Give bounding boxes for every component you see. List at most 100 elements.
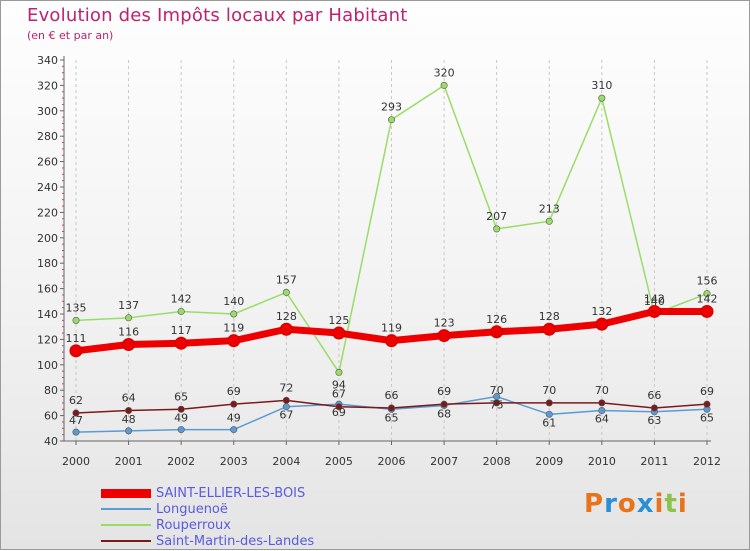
data-label-longuenoe: 48 xyxy=(122,413,136,426)
data-point-rouperroux xyxy=(598,94,606,102)
data-label-saint-martin-des-landes: 70 xyxy=(542,384,556,397)
logo-letter: o xyxy=(617,489,637,519)
data-point-saint-ellier-les-bois xyxy=(69,344,83,358)
data-point-saint-ellier-les-bois xyxy=(490,325,504,339)
data-point-saint-martin-des-landes xyxy=(387,404,395,412)
data-label-saint-ellier-les-bois: 111 xyxy=(66,332,87,345)
data-point-saint-martin-des-landes xyxy=(493,399,501,407)
data-label-rouperroux: 157 xyxy=(276,273,297,286)
x-tick-label: 2003 xyxy=(220,455,248,468)
logo-letter: P xyxy=(584,489,605,519)
data-label-longuenoe: 75 xyxy=(490,399,504,412)
y-tick-label: 100 xyxy=(37,359,58,372)
data-point-saint-ellier-les-bois xyxy=(542,322,556,336)
logo-letter: t xyxy=(664,489,678,519)
x-tick-label: 2001 xyxy=(115,455,143,468)
data-label-saint-ellier-les-bois: 123 xyxy=(434,317,455,330)
data-label-saint-ellier-les-bois: 117 xyxy=(171,324,192,337)
data-label-saint-ellier-les-bois: 142 xyxy=(697,292,718,305)
data-label-saint-martin-des-landes: 65 xyxy=(174,390,188,403)
data-point-longuenoe xyxy=(598,407,606,415)
legend-swatch xyxy=(101,524,151,526)
data-label-saint-martin-des-landes: 67 xyxy=(332,388,346,401)
data-label-rouperroux: 293 xyxy=(381,101,402,114)
data-label-rouperroux: 310 xyxy=(591,79,612,92)
axes: 40 60 80 100 120 140 160 180 200 220 240 260 280 300 3… xyxy=(37,54,721,468)
data-label-saint-martin-des-landes: 69 xyxy=(227,385,241,398)
legend-label: Rouperroux xyxy=(156,517,231,533)
data-point-longuenoe xyxy=(125,427,133,435)
data-label-saint-ellier-les-bois: 126 xyxy=(486,313,507,326)
data-point-longuenoe xyxy=(72,428,80,436)
data-label-rouperroux: 320 xyxy=(434,66,455,79)
data-label-longuenoe: 67 xyxy=(279,409,293,422)
logo-letter: i xyxy=(654,489,665,519)
data-label-saint-ellier-les-bois: 116 xyxy=(118,325,139,338)
data-point-rouperroux xyxy=(387,116,395,124)
data-point-saint-ellier-les-bois xyxy=(279,322,293,336)
data-point-saint-martin-des-landes xyxy=(440,400,448,408)
data-label-saint-ellier-les-bois: 142 xyxy=(644,292,665,305)
data-point-rouperroux xyxy=(72,316,80,324)
data-point-saint-martin-des-landes xyxy=(703,400,711,408)
y-tick-label: 220 xyxy=(37,206,58,219)
data-point-saint-martin-des-landes xyxy=(177,405,185,413)
data-labels: 111 116 117 119 128 125 119 123 126 128 132 142 142 4… xyxy=(66,66,718,429)
data-point-rouperroux xyxy=(125,314,133,322)
x-tick-label: 2011 xyxy=(640,455,668,468)
data-point-saint-martin-des-landes xyxy=(545,399,553,407)
data-point-saint-martin-des-landes xyxy=(72,409,80,417)
y-tick-label: 120 xyxy=(37,333,58,346)
data-label-saint-martin-des-landes: 70 xyxy=(490,384,504,397)
data-label-saint-martin-des-landes: 70 xyxy=(595,384,609,397)
data-label-saint-martin-des-landes: 69 xyxy=(437,385,451,398)
logo-letter: r xyxy=(604,489,618,519)
legend-label: Saint-Martin-des-Landes xyxy=(156,533,315,549)
x-tick-label: 2002 xyxy=(167,455,195,468)
data-label-saint-martin-des-landes: 69 xyxy=(700,385,714,398)
x-tick-label: 2010 xyxy=(588,455,616,468)
y-tick-label: 280 xyxy=(37,130,58,143)
legend-item: Saint-Martin-des-Landes xyxy=(101,533,314,549)
data-label-saint-ellier-les-bois: 125 xyxy=(328,314,349,327)
data-label-saint-martin-des-landes: 62 xyxy=(69,394,83,407)
data-point-saint-ellier-les-bois xyxy=(227,334,241,348)
legend-item: Rouperroux xyxy=(101,517,314,533)
data-label-rouperroux: 140 xyxy=(223,295,244,308)
proxiti-logo: Proxiti xyxy=(584,489,688,519)
data-point-saint-ellier-les-bois xyxy=(700,304,714,318)
logo-letter: i xyxy=(677,489,688,519)
data-label-saint-martin-des-landes: 64 xyxy=(122,392,136,405)
data-label-longuenoe: 65 xyxy=(700,411,714,424)
y-tick-label: 260 xyxy=(37,156,58,169)
legend: SAINT-ELLIER-LES-BOIS Longuenoë Rouperroux… xyxy=(101,485,314,549)
data-point-saint-martin-des-landes xyxy=(650,404,658,412)
data-label-longuenoe: 49 xyxy=(227,412,241,425)
series xyxy=(69,81,714,436)
data-point-rouperroux xyxy=(703,290,711,298)
legend-item: SAINT-ELLIER-LES-BOIS xyxy=(101,485,314,501)
x-tick-label: 2004 xyxy=(272,455,300,468)
data-point-rouperroux xyxy=(440,81,448,89)
data-point-saint-ellier-les-bois xyxy=(595,317,609,331)
data-label-longuenoe: 63 xyxy=(647,414,661,427)
data-label-longuenoe: 65 xyxy=(385,411,399,424)
data-point-rouperroux xyxy=(335,368,343,376)
data-label-rouperroux: 137 xyxy=(118,299,139,312)
data-label-saint-ellier-les-bois: 119 xyxy=(223,322,244,335)
x-tick-label: 2000 xyxy=(62,455,90,468)
logo-letter: x xyxy=(636,489,655,519)
y-tick-label: 40 xyxy=(44,435,58,448)
data-point-longuenoe xyxy=(177,426,185,434)
data-label-saint-martin-des-landes: 72 xyxy=(279,381,293,394)
data-label-longuenoe: 49 xyxy=(174,412,188,425)
data-label-saint-martin-des-landes: 66 xyxy=(385,389,399,402)
data-point-saint-ellier-les-bois xyxy=(437,329,451,343)
legend-item: Longuenoë xyxy=(101,501,314,517)
data-point-saint-ellier-les-bois xyxy=(332,326,346,340)
data-label-longuenoe: 68 xyxy=(437,407,451,420)
data-point-longuenoe xyxy=(545,410,553,418)
data-label-saint-ellier-les-bois: 128 xyxy=(276,310,297,323)
y-tick-label: 140 xyxy=(37,308,58,321)
